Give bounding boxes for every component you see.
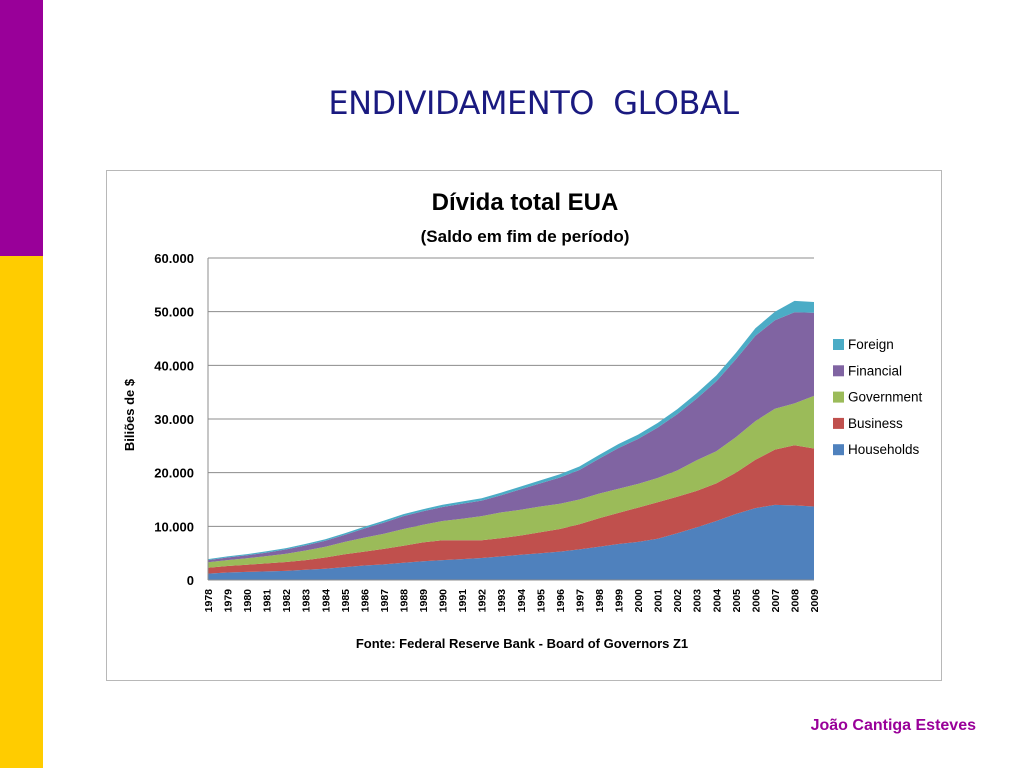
- x-tick-label: 1988: [398, 589, 410, 613]
- x-tick-label: 1990: [438, 589, 450, 613]
- x-tick-label: 1987: [379, 589, 391, 613]
- legend-label: Government: [848, 390, 923, 405]
- y-axis-label: Biliões de $: [122, 378, 137, 451]
- legend-swatch: [833, 444, 844, 456]
- legend-swatch: [833, 339, 844, 350]
- x-tick-label: 1981: [262, 589, 274, 613]
- area-financial: [208, 312, 814, 563]
- x-tick-label: 1980: [242, 589, 254, 613]
- x-tick-label: 1989: [418, 589, 430, 613]
- legend-swatch: [833, 391, 844, 403]
- author-credit: João Cantiga Esteves: [810, 717, 976, 734]
- x-tick-label: 1986: [359, 589, 371, 613]
- x-tick-label: 1978: [203, 589, 215, 613]
- x-tick-label: 2003: [692, 589, 704, 613]
- left-accent-bar-yellow: [0, 256, 43, 768]
- x-tick-label: 2001: [653, 589, 665, 613]
- y-tick-label: 30.000: [154, 412, 194, 427]
- legend-label: Financial: [848, 363, 902, 378]
- stacked-area-chart: Dívida total EUA (Saldo em fim de períod…: [122, 189, 923, 651]
- x-tick-label: 1985: [340, 589, 352, 613]
- x-tick-label: 2009: [809, 589, 821, 613]
- x-tick-label: 1999: [614, 589, 626, 613]
- x-tick-label: 2008: [789, 589, 801, 613]
- x-tick-label: 1982: [281, 589, 293, 613]
- legend-label: Business: [848, 416, 903, 431]
- y-tick-label: 40.000: [154, 358, 194, 373]
- x-tick-label: 1995: [535, 589, 547, 613]
- x-tick-label: 1983: [301, 589, 313, 613]
- y-tick-label: 0: [187, 573, 194, 588]
- legend-label: Foreign: [848, 337, 894, 352]
- slide-title: ENDIVIDAMENTO GLOBAL: [328, 84, 739, 122]
- x-tick-label: 1979: [223, 589, 235, 613]
- legend-swatch: [833, 417, 844, 429]
- x-tick-label: 1984: [320, 589, 332, 613]
- chart-source: Fonte: Federal Reserve Bank - Board of G…: [356, 636, 688, 651]
- x-tick-label: 1998: [594, 589, 606, 613]
- y-tick-label: 10.000: [154, 519, 194, 534]
- area-households: [208, 504, 814, 580]
- y-tick-label: 50.000: [154, 305, 194, 320]
- chart-title: Dívida total EUA: [432, 189, 619, 216]
- legend-label: Households: [848, 442, 920, 457]
- x-tick-label: 2007: [770, 589, 782, 613]
- x-tick-label: 2002: [672, 589, 684, 613]
- x-tick-label: 2000: [633, 589, 645, 613]
- x-tick-label: 1993: [496, 589, 508, 613]
- x-tick-label: 2006: [750, 589, 762, 613]
- x-tick-label: 1997: [574, 589, 586, 613]
- y-tick-label: 60.000: [154, 251, 194, 266]
- area-government: [208, 395, 814, 568]
- legend-swatch: [833, 365, 844, 377]
- left-accent-bar-purple: [0, 0, 43, 256]
- chart-subtitle: (Saldo em fim de período): [421, 227, 630, 246]
- y-tick-label: 20.000: [154, 466, 194, 481]
- x-tick-label: 1994: [516, 589, 528, 613]
- x-tick-label: 1996: [555, 589, 567, 613]
- x-tick-label: 2005: [731, 589, 743, 613]
- chart-frame: Dívida total EUA (Saldo em fim de períod…: [106, 170, 942, 681]
- x-tick-label: 1992: [477, 589, 489, 613]
- x-tick-label: 2004: [711, 589, 723, 613]
- x-tick-label: 1991: [457, 589, 469, 613]
- area-business: [208, 445, 814, 574]
